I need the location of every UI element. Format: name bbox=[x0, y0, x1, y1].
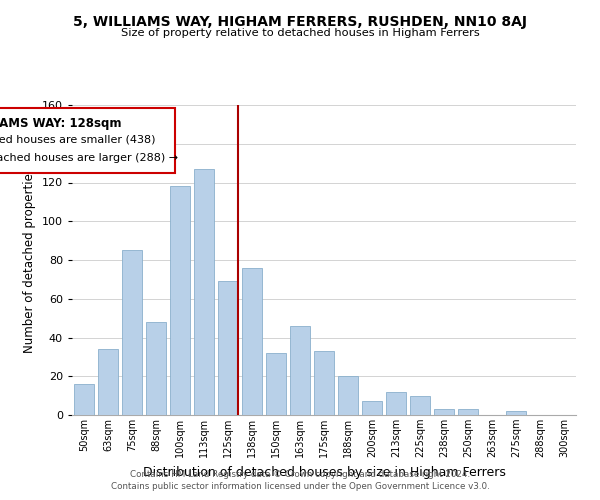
Text: 40% of semi-detached houses are larger (288) →: 40% of semi-detached houses are larger (… bbox=[0, 153, 178, 163]
Bar bbox=[386, 392, 406, 415]
Bar bbox=[122, 250, 142, 415]
Bar bbox=[314, 351, 334, 415]
Bar bbox=[242, 268, 262, 415]
Bar bbox=[410, 396, 430, 415]
Bar bbox=[218, 282, 238, 415]
FancyBboxPatch shape bbox=[0, 108, 175, 173]
Bar bbox=[194, 169, 214, 415]
Bar bbox=[170, 186, 190, 415]
Bar bbox=[290, 326, 310, 415]
Text: Contains HM Land Registry data © Crown copyright and database right 2024.: Contains HM Land Registry data © Crown c… bbox=[130, 470, 470, 479]
Text: Size of property relative to detached houses in Higham Ferrers: Size of property relative to detached ho… bbox=[121, 28, 479, 38]
Text: 5, WILLIAMS WAY, HIGHAM FERRERS, RUSHDEN, NN10 8AJ: 5, WILLIAMS WAY, HIGHAM FERRERS, RUSHDEN… bbox=[73, 15, 527, 29]
Y-axis label: Number of detached properties: Number of detached properties bbox=[23, 167, 36, 353]
Bar bbox=[146, 322, 166, 415]
Text: 5 WILLIAMS WAY: 128sqm: 5 WILLIAMS WAY: 128sqm bbox=[0, 118, 121, 130]
Bar bbox=[338, 376, 358, 415]
Bar bbox=[506, 411, 526, 415]
X-axis label: Distribution of detached houses by size in Higham Ferrers: Distribution of detached houses by size … bbox=[143, 466, 505, 478]
Text: Contains public sector information licensed under the Open Government Licence v3: Contains public sector information licen… bbox=[110, 482, 490, 491]
Bar bbox=[434, 409, 454, 415]
Bar bbox=[266, 353, 286, 415]
Bar bbox=[74, 384, 94, 415]
Text: ← 60% of detached houses are smaller (438): ← 60% of detached houses are smaller (43… bbox=[0, 134, 155, 144]
Bar bbox=[98, 349, 118, 415]
Bar bbox=[362, 402, 382, 415]
Bar bbox=[458, 409, 478, 415]
